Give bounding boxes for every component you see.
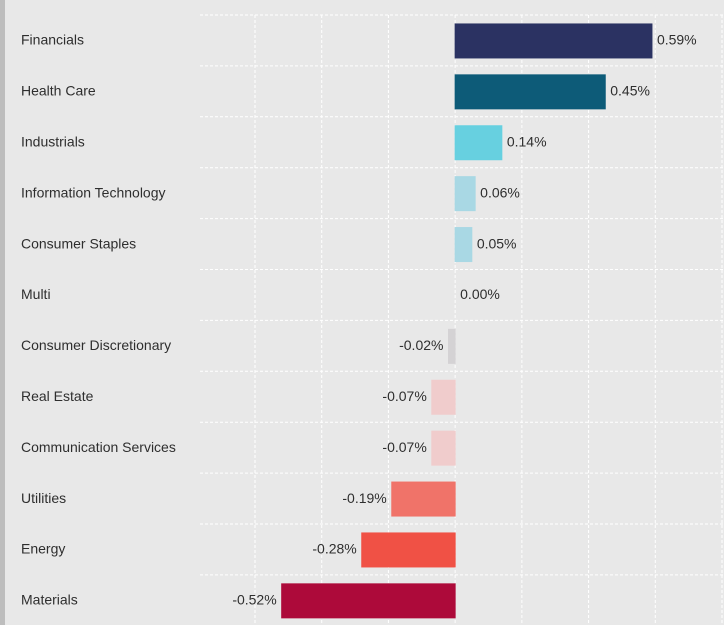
category-label: Financials xyxy=(21,32,84,48)
category-label: Information Technology xyxy=(21,184,166,200)
category-label: Materials xyxy=(21,592,78,608)
bar xyxy=(391,481,456,517)
value-label: -0.52% xyxy=(232,592,276,608)
value-label: 0.14% xyxy=(507,133,547,149)
value-label: 0.59% xyxy=(657,32,697,48)
value-label: -0.07% xyxy=(382,388,426,404)
value-label: -0.07% xyxy=(382,439,426,455)
category-label: Communication Services xyxy=(21,439,176,455)
value-label: 0.05% xyxy=(477,235,517,251)
category-label: Consumer Discretionary xyxy=(21,337,171,353)
value-label: -0.19% xyxy=(342,490,386,506)
bar xyxy=(454,227,473,263)
value-label: 0.00% xyxy=(460,286,500,302)
category-label: Utilities xyxy=(21,490,66,506)
bar xyxy=(454,23,653,59)
category-label: Energy xyxy=(21,541,65,557)
bar xyxy=(454,176,476,212)
bar xyxy=(454,125,503,161)
value-label: -0.28% xyxy=(312,541,356,557)
category-label: Health Care xyxy=(21,83,96,99)
bar xyxy=(431,430,456,466)
left-border xyxy=(0,0,5,625)
value-label: -0.02% xyxy=(399,337,443,353)
bar xyxy=(447,328,456,364)
category-label: Consumer Staples xyxy=(21,235,136,251)
category-label: Real Estate xyxy=(21,388,94,404)
bar xyxy=(281,583,456,619)
value-label: 0.06% xyxy=(480,184,520,200)
value-label: 0.45% xyxy=(610,83,650,99)
bar xyxy=(361,532,456,568)
bar xyxy=(454,74,606,110)
category-label: Industrials xyxy=(21,133,85,149)
bar xyxy=(431,379,456,415)
category-label: Multi xyxy=(21,286,51,302)
